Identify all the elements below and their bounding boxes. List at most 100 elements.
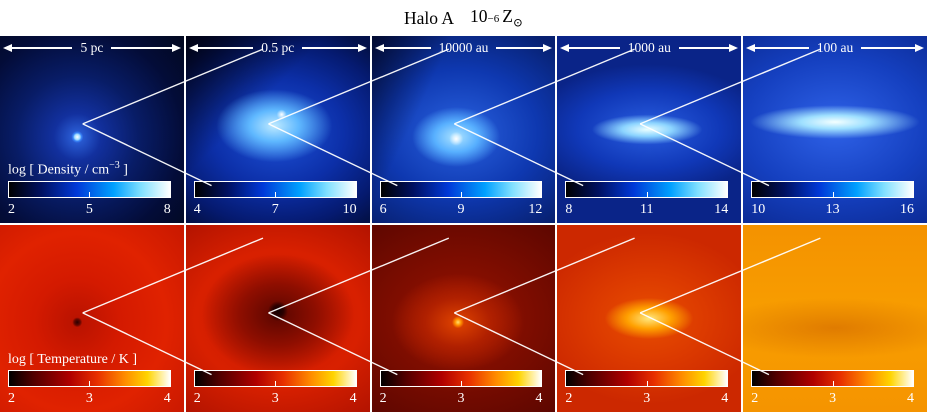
arrow-line xyxy=(861,47,915,49)
colorbar-tick-label: 2 xyxy=(193,391,201,406)
density-panel-5: 100 au 10 13 16 xyxy=(743,36,927,223)
temperature-colorbar xyxy=(751,370,914,387)
density-panel-4: 1000 au 8 11 14 xyxy=(557,36,742,223)
colorbar-tick-label: 12 xyxy=(528,202,543,217)
metallicity-label: 10 −6 Z⊙ xyxy=(470,6,523,31)
density-colorbar-title: log [ Density / cm−3 ] xyxy=(8,160,128,179)
colorbar-mid-tick xyxy=(646,192,648,197)
scale-arrow: 0.5 pc xyxy=(188,40,367,56)
colorbar-mid-tick xyxy=(275,192,277,197)
figure-title: Halo A 10 −6 Z⊙ xyxy=(0,0,927,36)
solar-metallicity-symbol: Z⊙ xyxy=(502,6,523,31)
arrow-line xyxy=(111,47,172,49)
colorbar-mid-tick xyxy=(460,192,462,197)
scale-arrow: 10000 au xyxy=(374,40,553,56)
arrowhead-right-icon xyxy=(171,44,181,52)
arrowhead-left-icon xyxy=(560,44,570,52)
temperature-panel-2: 2 3 4 xyxy=(185,225,370,412)
scale-arrow: 1000 au xyxy=(560,40,739,56)
scale-label: 10000 au xyxy=(438,40,489,55)
arrow-line xyxy=(302,47,358,49)
colorbar-title-text: log [ Temperature / K ] xyxy=(8,352,137,367)
temperature-colorbar-title: log [ Temperature / K ] xyxy=(8,352,137,368)
colorbar-tick-label: 4 xyxy=(906,391,914,406)
colorbar-tick-label: 3 xyxy=(85,391,93,406)
colorbar-tick-labels: 2 3 4 xyxy=(565,391,728,409)
temperature-panel-4: 2 3 4 xyxy=(557,225,742,412)
metallicity-exponent: −6 xyxy=(487,12,500,25)
colorbar-tick-label: 6 xyxy=(379,202,387,217)
halo-name: Halo A xyxy=(403,7,455,28)
colorbar-tick-label: 4 xyxy=(721,391,729,406)
arrowhead-right-icon xyxy=(357,44,367,52)
colorbar-mid-tick xyxy=(832,381,834,386)
arrow-line xyxy=(755,47,809,49)
density-panel-1: 5 pc log [ Density / cm−3 ] 2 5 8 xyxy=(0,36,184,223)
colorbar-tick-labels: 2 3 4 xyxy=(194,391,357,409)
temperature-panel-1: log [ Temperature / K ] 2 3 4 xyxy=(0,225,184,412)
scale-label: 100 au xyxy=(816,40,854,55)
colorbar-tick-label: 4 xyxy=(535,391,543,406)
colorbar-tick-label: 8 xyxy=(163,202,171,217)
arrow-line xyxy=(569,47,620,49)
temperature-panel-5: 2 3 4 xyxy=(743,225,927,412)
colorbar-tick-labels: 2 3 4 xyxy=(380,391,543,409)
arrowhead-left-icon xyxy=(374,44,384,52)
temperature-panel-3: 2 3 4 xyxy=(371,225,556,412)
colorbar-tick-label: 9 xyxy=(457,202,465,217)
arrowhead-right-icon xyxy=(915,44,924,52)
density-colorbar xyxy=(751,181,914,198)
colorbar-tick-label: 2 xyxy=(8,391,15,406)
colorbar-tick-label: 2 xyxy=(751,391,759,406)
colorbar-tick-label: 10 xyxy=(751,202,766,217)
colorbar-tick-label: 5 xyxy=(85,202,93,217)
colorbar-tick-label: 14 xyxy=(714,202,729,217)
temperature-row: log [ Temperature / K ] 2 3 4 2 3 4 2 3 4 2 3 4 2 3 4 xyxy=(0,225,927,412)
density-colorbar xyxy=(379,181,543,198)
temperature-colorbar xyxy=(379,370,543,387)
temperature-colorbar xyxy=(8,370,171,387)
arrowhead-left-icon xyxy=(188,44,198,52)
colorbar-mid-tick xyxy=(460,381,462,386)
density-colorbar xyxy=(193,181,357,198)
colorbar-tick-label: 13 xyxy=(825,202,840,217)
panel-grid: 5 pc log [ Density / cm−3 ] 2 5 8 0.5 pc 4 7 10 1… xyxy=(0,36,927,412)
density-row: 5 pc log [ Density / cm−3 ] 2 5 8 0.5 pc 4 7 10 1… xyxy=(0,36,927,223)
colorbar-tick-label: 7 xyxy=(271,202,279,217)
z-symbol: Z xyxy=(502,5,513,26)
scale-arrow: 100 au xyxy=(746,40,924,56)
scale-label: 0.5 pc xyxy=(261,40,295,55)
colorbar-mid-tick xyxy=(89,381,91,386)
colorbar-tick-label: 2 xyxy=(8,202,15,217)
colorbar-title-superscript: −3 xyxy=(109,160,120,172)
arrow-line xyxy=(678,47,730,49)
scale-label: 5 pc xyxy=(80,40,104,55)
colorbar-tick-label: 10 xyxy=(342,202,357,217)
density-colorbar xyxy=(565,181,729,198)
colorbar-title-text: log [ Density / cm xyxy=(8,163,110,178)
density-colorbar xyxy=(8,181,171,198)
arrow-line xyxy=(383,47,431,49)
colorbar-tick-labels: 2 5 8 xyxy=(8,202,171,220)
colorbar-mid-tick xyxy=(275,381,277,386)
colorbar-tick-labels: 4 7 10 xyxy=(194,202,357,220)
colorbar-tick-labels: 6 9 12 xyxy=(380,202,543,220)
temperature-colorbar xyxy=(565,370,729,387)
arrow-line xyxy=(496,47,544,49)
metallicity-mantissa: 10 xyxy=(470,5,488,26)
colorbar-tick-label: 4 xyxy=(349,391,357,406)
colorbar-title-text: ] xyxy=(119,163,128,178)
scale-arrow: 5 pc xyxy=(3,40,181,56)
colorbar-tick-label: 2 xyxy=(565,391,573,406)
colorbar-tick-labels: 10 13 16 xyxy=(751,202,914,220)
arrow-line xyxy=(197,47,254,49)
colorbar-tick-labels: 8 11 14 xyxy=(565,202,728,220)
arrowhead-left-icon xyxy=(3,44,12,52)
colorbar-tick-label: 3 xyxy=(643,391,651,406)
arrowhead-right-icon xyxy=(729,44,739,52)
colorbar-tick-label: 4 xyxy=(163,391,171,406)
colorbar-mid-tick xyxy=(89,192,91,197)
sun-symbol-icon: ⊙ xyxy=(512,15,524,30)
density-panel-3: 10000 au 6 9 12 xyxy=(371,36,556,223)
scale-label: 1000 au xyxy=(627,40,671,55)
